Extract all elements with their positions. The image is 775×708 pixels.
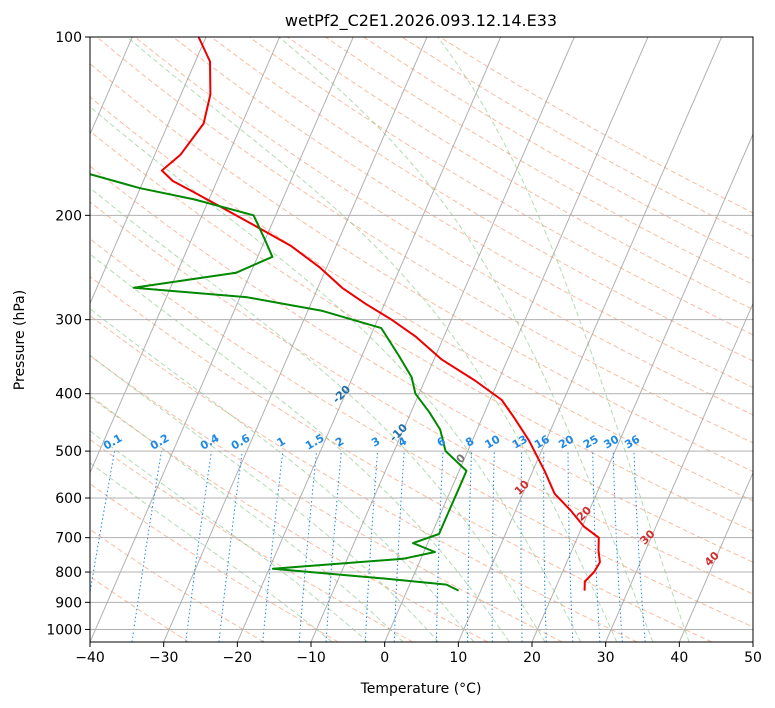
y-tick-label: 1000	[46, 622, 82, 638]
y-tick-label: 800	[55, 565, 82, 581]
y-tick-label: 900	[55, 595, 82, 611]
plot-frame	[89, 36, 754, 643]
y-tick-label: 700	[55, 531, 82, 547]
y-axis-label: Pressure (hPa)	[12, 290, 28, 390]
dry-adiabat	[325, 37, 753, 286]
isotherm	[163, 37, 428, 642]
isotherm	[752, 640, 753, 642]
dry-adiabat	[90, 483, 339, 642]
dry-adiabat	[90, 238, 753, 628]
x-axis-label: Temperature (°C)	[360, 681, 482, 697]
dry-adiabat	[90, 275, 712, 642]
plot-background	[90, 37, 753, 642]
y-tick-label: 500	[55, 444, 82, 460]
mixing-ratio-line	[218, 451, 243, 642]
x-tick-label: −40	[75, 650, 105, 666]
dry-adiabat	[210, 37, 753, 362]
moist-adiabat	[90, 430, 369, 642]
y-tick-label: 600	[55, 491, 82, 507]
mixing-ratio-line	[325, 451, 342, 642]
dry-adiabat	[90, 314, 638, 642]
dry-adiabat	[134, 37, 753, 416]
y-tick-label: 300	[55, 313, 82, 329]
temperature-line	[160, 37, 601, 591]
mixing-ratio-line	[298, 451, 318, 642]
y-tick-label: 100	[55, 30, 82, 46]
moist-adiabat	[437, 37, 690, 642]
isotherm	[236, 37, 502, 642]
isotherm	[90, 37, 281, 474]
profile-lines	[90, 37, 601, 592]
x-tick-label: 20	[523, 650, 541, 666]
isotherm	[678, 471, 753, 642]
dewpoint-line	[90, 173, 468, 592]
x-tick-label: −30	[149, 650, 179, 666]
dry-adiabat	[90, 355, 563, 642]
moist-adiabat	[126, 37, 618, 642]
moist-adiabat	[90, 253, 510, 642]
moist-adiabat	[278, 37, 654, 642]
pressure-gridlines	[90, 37, 753, 630]
mixing-ratio-line	[262, 451, 284, 642]
isotherm	[605, 302, 753, 642]
dry-adiabat	[90, 130, 753, 532]
dry-adiabat	[96, 37, 753, 444]
x-tick-label: −20	[223, 650, 253, 666]
moist-adiabat	[90, 308, 475, 642]
moist-adiabat	[90, 394, 404, 642]
x-tick-label: 0	[380, 650, 389, 666]
moist-adiabat	[90, 462, 333, 642]
isotherm	[457, 37, 723, 642]
y-tick-label: 400	[55, 387, 82, 403]
dry-adiabat	[90, 396, 488, 642]
background-lines	[0, 37, 753, 642]
x-tick-label: −10	[296, 650, 326, 666]
isotherm	[90, 37, 207, 305]
moist-adiabat	[90, 354, 439, 642]
isotherm	[90, 37, 354, 642]
dry-adiabat	[172, 37, 753, 389]
mixing-ratio-line	[185, 451, 212, 642]
moist-adiabat	[90, 187, 546, 642]
x-tick-label: 50	[744, 650, 762, 666]
chart-title: wetPf2_C2E1.2026.093.12.14.E33	[285, 11, 557, 31]
isotherm	[310, 37, 575, 642]
x-tick-label: 30	[597, 650, 615, 666]
y-tick-label: 200	[55, 208, 82, 224]
isotherm	[384, 37, 649, 642]
y-axis: 100 200 300 400 500 600 700 800 900 1000	[46, 30, 90, 638]
dry-adiabat	[90, 165, 753, 563]
x-tick-label: 10	[449, 650, 467, 666]
x-axis: −40 −30 −20 −10 0 10 20 30 40 50	[75, 642, 762, 666]
isotherm	[0, 37, 59, 642]
dry-adiabat	[90, 96, 753, 502]
isotherm	[531, 132, 753, 642]
mixing-ratio-line	[131, 451, 162, 642]
moist-adiabat	[90, 106, 582, 642]
x-tick-label: 40	[670, 650, 688, 666]
dry-adiabat	[90, 201, 753, 595]
